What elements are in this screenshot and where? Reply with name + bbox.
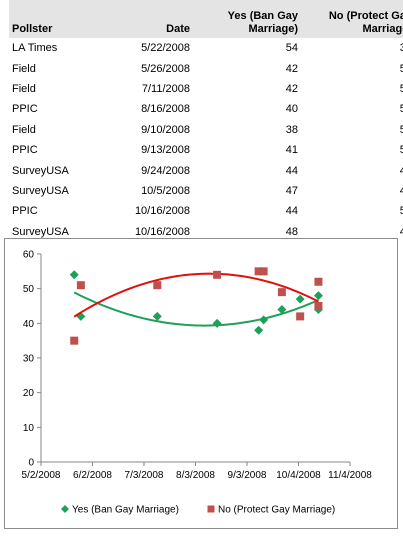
- cell-pollster: Field: [12, 82, 36, 95]
- x-tick-label: 8/3/2008: [176, 470, 215, 481]
- cell-no: 51: [399, 62, 403, 75]
- cell-no: 52: [399, 205, 403, 218]
- x-tick-label: 5/2/2008: [22, 470, 61, 481]
- legend-label: No (Protect Gay Marriage): [218, 505, 335, 516]
- table-body: LA Times5/22/20085435Field5/26/20084251F…: [9, 38, 403, 242]
- x-tick-label: 7/3/2008: [125, 470, 164, 481]
- y-tick-label: 10: [23, 423, 35, 434]
- data-point-yes: [277, 304, 287, 314]
- cell-no: 55: [399, 123, 403, 136]
- cell-yes: 38: [285, 123, 298, 136]
- data-point-yes: [259, 315, 269, 325]
- cell-date: 10/16/2008: [134, 205, 190, 218]
- cell-no: 35: [399, 42, 403, 55]
- table-row: LA Times 5/22/2008 54 35: [9, 38, 403, 58]
- y-tick-label: 50: [23, 284, 35, 295]
- data-point-no: [314, 302, 323, 310]
- data-point-no: [153, 281, 162, 290]
- cell-date: 10/16/2008: [134, 225, 190, 238]
- chart-area: 0 10 20 30 40 50 60 5/2/2008 6/2/2008 7/3/2008 8/3…: [4, 238, 398, 529]
- cell-yes: 41: [285, 144, 298, 157]
- legend-marker-no: [207, 505, 215, 513]
- header-pollster: Pollster: [9, 0, 107, 38]
- cell-date: 10/5/2008: [141, 184, 190, 197]
- data-point-yes: [69, 270, 79, 280]
- data-point-no: [277, 288, 286, 297]
- cell-yes: 48: [285, 225, 298, 238]
- legend-marker-yes: [61, 505, 69, 513]
- cell-yes: 44: [285, 164, 298, 177]
- table-row: Field 5/26/2008 42 51: [9, 58, 403, 78]
- data-point-no: [314, 277, 323, 286]
- cell-yes: 44: [285, 205, 298, 218]
- y-tick-label: 30: [23, 354, 35, 365]
- cell-date: 5/22/2008: [141, 42, 190, 55]
- cell-pollster: Field: [12, 62, 36, 75]
- cell-date: 9/13/2008: [141, 144, 190, 157]
- cell-pollster: Field: [12, 123, 36, 136]
- cell-no: 42: [399, 184, 403, 197]
- data-point-yes: [313, 291, 323, 301]
- cell-pollster: LA Times: [12, 42, 58, 55]
- cell-pollster: PPIC: [12, 144, 38, 157]
- data-point-no: [259, 267, 268, 276]
- y-tick-label: 20: [23, 388, 35, 399]
- table-row: PPIC 10/16/2008 44 52: [9, 201, 403, 221]
- x-tick-label: 11/4/2008: [328, 470, 372, 481]
- y-tick-label: 0: [28, 458, 34, 469]
- table-row: SurveyUSA 10/5/2008 47 42: [9, 181, 403, 201]
- table-row: Field 9/10/2008 38 55: [9, 120, 403, 140]
- table-row: PPIC 8/16/2008 40 54: [9, 99, 403, 119]
- cell-no: 45: [399, 225, 403, 238]
- y-tick-label: 40: [23, 319, 35, 330]
- cell-pollster: PPIC: [12, 103, 38, 116]
- cell-no: 55: [399, 144, 403, 157]
- trendline-series-0: [73, 291, 319, 327]
- data-point-no: [76, 281, 85, 290]
- table-row: Field 7/11/2008 42 51: [9, 79, 403, 99]
- legend-label: Yes (Ban Gay Marriage): [72, 505, 179, 516]
- data-point-yes: [212, 318, 222, 328]
- x-tick-label: 9/3/2008: [228, 470, 267, 481]
- cell-date: 5/26/2008: [141, 62, 190, 75]
- cell-yes: 42: [285, 82, 298, 95]
- data-point-no: [213, 270, 222, 279]
- cell-date: 9/10/2008: [141, 123, 190, 136]
- cell-yes: 54: [285, 42, 298, 55]
- cell-pollster: SurveyUSA: [12, 225, 69, 238]
- data-point-yes: [295, 294, 305, 304]
- data-point-yes: [152, 311, 162, 321]
- x-tick-label: 10/4/2008: [276, 470, 321, 481]
- cell-date: 9/24/2008: [141, 164, 190, 177]
- cell-pollster: SurveyUSA: [12, 184, 69, 197]
- cell-pollster: PPIC: [12, 205, 38, 218]
- cell-yes: 40: [285, 103, 298, 116]
- cell-pollster: SurveyUSA: [12, 164, 69, 177]
- header-no: No (Protect Gay Marriage): [301, 0, 403, 38]
- cell-yes: 47: [285, 184, 298, 197]
- x-tick-label: 6/2/2008: [73, 470, 112, 481]
- data-point-yes: [254, 325, 264, 335]
- data-point-no: [254, 267, 263, 276]
- cell-no: 54: [399, 103, 403, 116]
- cell-yes: 42: [285, 62, 298, 75]
- data-point-no: [70, 336, 79, 345]
- scatter-chart: 0 10 20 30 40 50 60 5/2/2008 6/2/2008 7/3/2008 8/3…: [22, 250, 373, 516]
- cell-date: 8/16/2008: [141, 103, 190, 116]
- header-date: Date: [107, 0, 193, 38]
- cell-date: 7/11/2008: [141, 82, 190, 95]
- table-header-row: Pollster Date Yes (Ban Gay Marriage) No …: [9, 0, 403, 38]
- cell-no: 51: [399, 82, 403, 95]
- table-row: SurveyUSA 10/16/2008 48 45: [9, 222, 403, 242]
- y-tick-label: 60: [23, 250, 35, 261]
- data-point-yes: [76, 311, 86, 321]
- data-point-no: [296, 312, 305, 321]
- cell-no: 49: [399, 164, 403, 177]
- trendline-series-1: [73, 272, 319, 318]
- poll-table: Pollster Date Yes (Ban Gay Marriage) No …: [9, 0, 403, 242]
- table-row: PPIC 9/13/2008 41 55: [9, 140, 403, 160]
- header-yes: Yes (Ban Gay Marriage): [193, 0, 301, 38]
- table-row: SurveyUSA 9/24/2008 44 49: [9, 160, 403, 180]
